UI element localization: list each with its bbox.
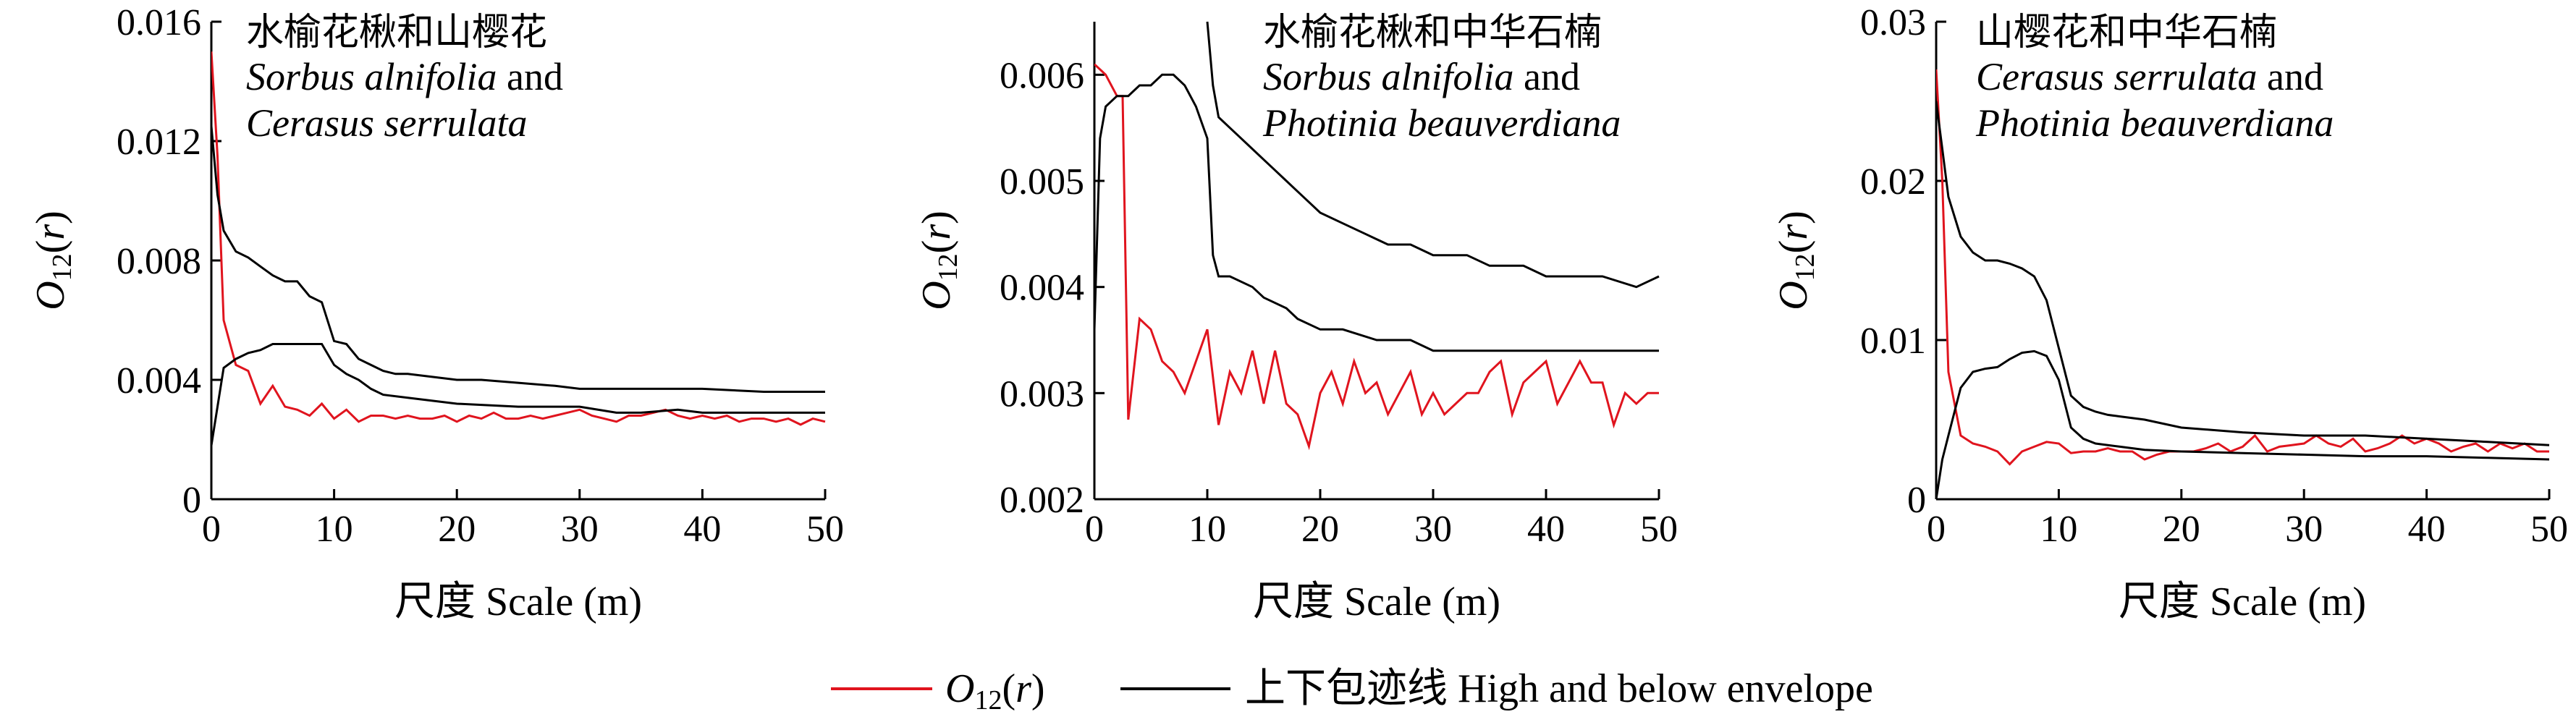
y-tick-label: 0.005 <box>1000 161 1084 203</box>
series-line-below-envelope <box>1094 73 1659 352</box>
x-tick-label: 50 <box>1640 509 1678 550</box>
annotation-species-2: Cerasus serrulata <box>246 101 528 145</box>
annotation-chinese: 水榆花楸和山樱花 <box>246 11 547 54</box>
series-line-high-envelope <box>1206 21 1660 289</box>
series-line-below-envelope <box>1936 349 2550 500</box>
y-tick-label: 0.01 <box>1860 321 1926 362</box>
annotation-species-1: Sorbus alnifolia and <box>246 55 563 98</box>
x-tick-label: 10 <box>1188 509 1226 550</box>
y-tick-label: 0.006 <box>1000 55 1084 96</box>
legend: O12(r) 上下包迹线 High and below envelope <box>831 666 1873 716</box>
legend-label-envelope: 上下包迹线 High and below envelope <box>1245 666 1873 711</box>
y-tick-label: 0.016 <box>117 2 201 43</box>
x-tick-label: 40 <box>2408 509 2446 550</box>
series-line-o12 <box>1936 69 2549 466</box>
x-tick-label: 30 <box>2285 509 2323 550</box>
x-tick-label: 20 <box>2163 509 2200 550</box>
x-axis-title: 尺度 Scale (m) <box>2119 580 2366 624</box>
annotation-species-1: Sorbus alnifolia and <box>1263 55 1580 98</box>
x-tick-label: 10 <box>316 509 353 550</box>
x-tick-label: 10 <box>2040 509 2077 550</box>
x-tick-label: 40 <box>1527 509 1565 550</box>
y-tick-label: 0.03 <box>1860 2 1926 43</box>
series-line-o12 <box>211 51 826 426</box>
annotation-species-2: Photinia beauverdiana <box>1262 101 1621 145</box>
x-axis-title: 尺度 Scale (m) <box>1253 580 1500 624</box>
series-line-high-envelope <box>1936 101 2550 446</box>
y-tick-label: 0.003 <box>1000 373 1084 415</box>
chart-panel-cerasus-photinia: 0 0.01 0.02 0.03 0 10 20 30 40 50 O12(r) 尺度 Scale (… <box>1771 2 2568 624</box>
y-axis-title: O12(r) <box>914 211 963 310</box>
y-tick-label: 0.02 <box>1860 161 1926 203</box>
y-axis-title: O12(r) <box>28 211 77 310</box>
legend-label-o12: O12(r) <box>945 666 1045 716</box>
x-axis-title: 尺度 Scale (m) <box>394 580 642 624</box>
x-tick-label: 40 <box>683 509 721 550</box>
y-axis-title: O12(r) <box>1771 211 1820 310</box>
annotation-chinese: 水榆花楸和中华石楠 <box>1263 11 1602 54</box>
x-tick-label: 30 <box>561 509 599 550</box>
x-tick-label: 0 <box>1927 509 1946 550</box>
x-tick-label: 20 <box>438 509 476 550</box>
annotation-chinese: 山樱花和中华石楠 <box>1976 11 2277 54</box>
chart-panel-sorbus-photinia: 0.002 0.003 0.004 0.005 0.006 0 10 20 30 40 50 O12(… <box>914 11 1678 624</box>
annotation-species-1: Cerasus serrulata and <box>1976 55 2323 98</box>
y-tick-label: 0.004 <box>117 360 201 402</box>
x-tick-label: 0 <box>202 509 221 550</box>
x-tick-label: 0 <box>1085 509 1104 550</box>
y-tick-label: 0.002 <box>1000 480 1084 521</box>
series-line-high-envelope <box>211 126 825 393</box>
series-line-o12 <box>1094 63 1659 451</box>
y-tick-label: 0.004 <box>1000 268 1084 309</box>
chart-panel-sorbus-cerasus: 0 0.004 0.008 0.012 0.016 0 10 20 30 40 50 O12(r) 尺度… <box>28 2 844 624</box>
x-tick-label: 50 <box>806 509 844 550</box>
y-tick-label: 0.008 <box>117 241 201 282</box>
x-tick-label: 30 <box>1414 509 1452 550</box>
y-tick-label: 0.012 <box>117 122 201 163</box>
x-tick-label: 50 <box>2530 509 2568 550</box>
annotation-species-2: Photinia beauverdiana <box>1975 101 2334 145</box>
x-tick-label: 20 <box>1301 509 1339 550</box>
y-tick-label: 0 <box>1907 480 1926 521</box>
y-tick-label: 0 <box>182 480 201 521</box>
series-line-below-envelope <box>211 343 825 446</box>
